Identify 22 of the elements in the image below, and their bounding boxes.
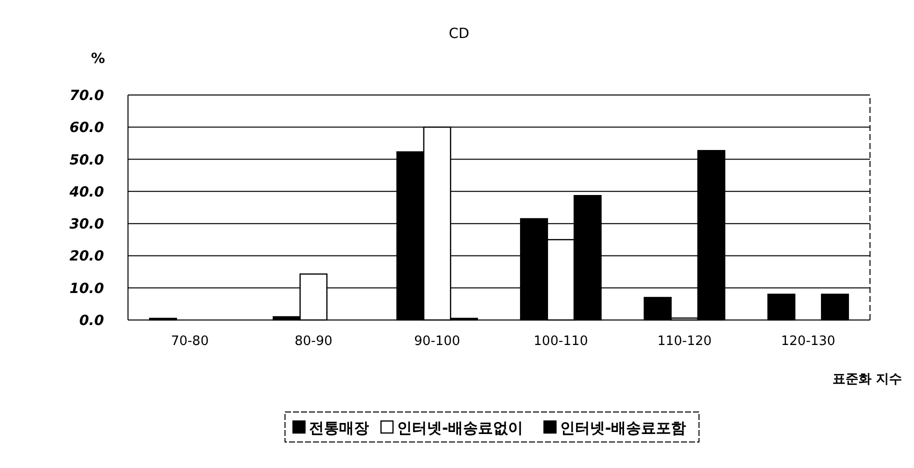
x-tick-label: 90-100 xyxy=(414,334,460,349)
legend-label: 인터넷-배송료없이 xyxy=(397,419,524,437)
y-tick-label: 10.0 xyxy=(69,280,104,297)
legend-label: 전통매장 xyxy=(309,419,369,437)
y-tick-label: 70.0 xyxy=(69,88,104,104)
x-axis-title: 표준화 지수 xyxy=(832,372,902,387)
y-tick-label: 50.0 xyxy=(69,152,104,168)
x-tick-label: 100-110 xyxy=(534,334,588,349)
bar xyxy=(820,294,849,321)
x-tick-label: 80-90 xyxy=(294,334,332,349)
y-tick-label: 60.0 xyxy=(69,120,104,136)
legend-label: 인터넷-배송료포함 xyxy=(560,419,686,437)
x-tick-label: 70-80 xyxy=(170,334,209,349)
y-tick-label: 20.0 xyxy=(69,248,104,265)
y-tick-label: 0.0 xyxy=(79,313,104,329)
x-tick-label: 110-120 xyxy=(657,334,712,349)
chart-title: CD xyxy=(448,26,470,42)
y-axis-title: % xyxy=(90,51,106,67)
y-tick-label: 40.0 xyxy=(68,184,104,200)
x-tick-label: 120-130 xyxy=(781,334,836,349)
bar xyxy=(767,294,796,321)
y-tick-label: 30.0 xyxy=(69,216,104,233)
